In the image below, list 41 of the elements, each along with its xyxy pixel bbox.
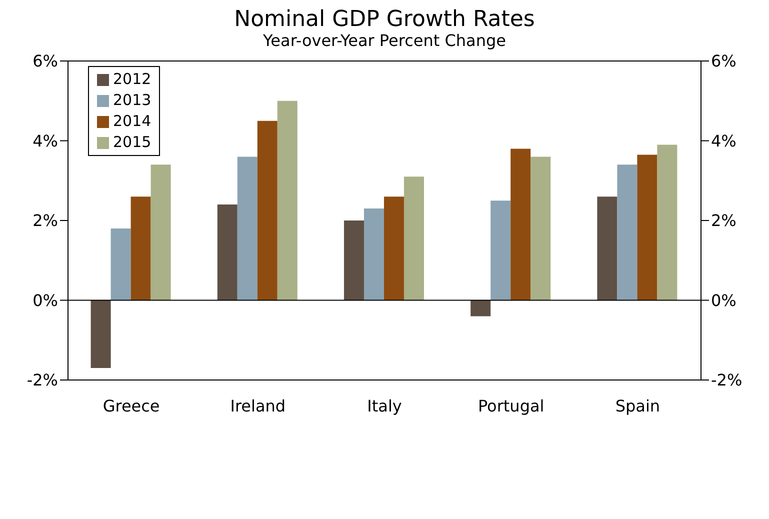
bar (364, 208, 384, 300)
bar (657, 144, 678, 300)
legend-label: 2013 (113, 90, 152, 111)
bar (237, 156, 258, 300)
legend-label: 2014 (113, 111, 152, 132)
x-tick-label: Spain (615, 396, 660, 416)
bar (217, 204, 238, 300)
y2-tick-label: 2% (711, 211, 736, 230)
bar (110, 228, 131, 300)
x-tick-label: Italy (367, 396, 402, 416)
y2-tick-label: 0% (711, 290, 736, 310)
x-tick-label: Ireland (230, 396, 286, 416)
y2-tick-label: -2% (711, 370, 742, 390)
bar (344, 220, 364, 300)
legend-label: 2012 (113, 69, 152, 90)
y-tick-label: 2% (32, 211, 58, 230)
legend-label: 2015 (113, 132, 152, 153)
x-tick-label: Portugal (478, 396, 544, 416)
bar (490, 200, 511, 300)
bar (257, 120, 278, 300)
x-tick-label: Greece (102, 396, 160, 416)
y-tick-label: 6% (32, 52, 58, 71)
bar (617, 164, 638, 300)
y-tick-label: 4% (32, 131, 58, 150)
bar (470, 300, 491, 316)
bar (637, 154, 658, 300)
bar (277, 100, 298, 300)
bar (384, 196, 404, 300)
y2-tick-label: 6% (711, 52, 736, 71)
chart-subtitle: Year-over-Year Percent Change (262, 31, 507, 50)
y2-tick-label: 4% (711, 131, 736, 150)
y-tick-label: -2% (26, 370, 58, 390)
bar (597, 196, 618, 300)
chart-title: Nominal GDP Growth Rates (233, 7, 536, 32)
y-tick-label: 0% (32, 290, 58, 310)
bar (530, 156, 551, 300)
bar (90, 300, 111, 368)
bar (510, 148, 531, 300)
bar (150, 164, 171, 300)
bar (130, 196, 151, 300)
bar (404, 176, 424, 300)
